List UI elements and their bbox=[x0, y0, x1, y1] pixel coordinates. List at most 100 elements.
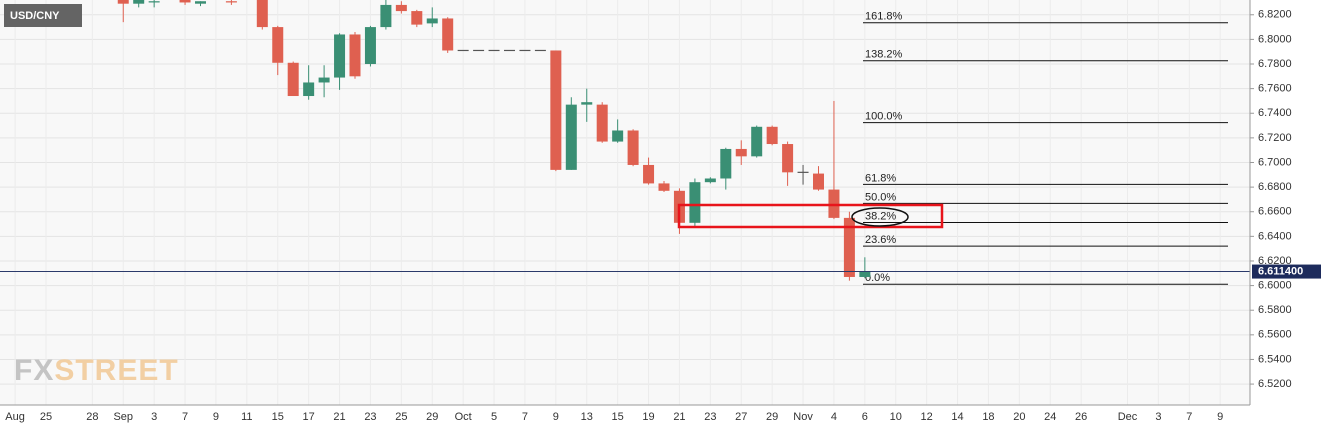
fib-label: 138.2% bbox=[865, 49, 903, 61]
candle-body bbox=[565, 104, 577, 170]
x-tick-label: 10 bbox=[890, 411, 902, 423]
candle-body bbox=[782, 144, 794, 173]
candle-body bbox=[133, 0, 145, 4]
watermark-fx: FX bbox=[14, 354, 54, 387]
x-tick-label: 25 bbox=[40, 411, 52, 423]
x-tick-label: 20 bbox=[1013, 411, 1025, 423]
x-tick-label: 23 bbox=[364, 411, 376, 423]
x-tick-label: 17 bbox=[303, 411, 315, 423]
candle-body bbox=[658, 183, 670, 191]
x-tick-label: 9 bbox=[553, 411, 559, 423]
x-tick-label: 15 bbox=[612, 411, 624, 423]
candle-body bbox=[828, 189, 840, 218]
candle-body bbox=[303, 82, 315, 97]
candle-body bbox=[380, 4, 392, 28]
fib-label: 23.6% bbox=[865, 234, 896, 246]
fib-levels: 161.8% 138.2% 100.0% 61.8% 50.0% 38.2% 23.6% 0.… bbox=[863, 11, 1228, 285]
candle-body bbox=[287, 62, 299, 97]
x-tick-label: 9 bbox=[213, 411, 219, 423]
x-tick-label: 14 bbox=[951, 411, 963, 423]
watermark-street: STREET bbox=[54, 354, 178, 387]
y-tick-label: 6.7400 bbox=[1258, 107, 1292, 119]
title-box bbox=[4, 4, 82, 27]
candle-body bbox=[411, 11, 423, 25]
fib-label: 0.0% bbox=[865, 272, 890, 284]
x-tick-label: 11 bbox=[241, 411, 252, 423]
x-tick-label: 9 bbox=[1217, 411, 1223, 423]
x-tick-label: 25 bbox=[395, 411, 407, 423]
candle-body bbox=[148, 1, 160, 3]
x-tick-label: 29 bbox=[426, 411, 438, 423]
y-tick-label: 6.7000 bbox=[1258, 156, 1292, 168]
candle-body bbox=[256, 0, 268, 28]
fib-label: 38.2% bbox=[865, 210, 896, 222]
x-tick-label: 5 bbox=[491, 411, 497, 423]
x-tick-label: 15 bbox=[272, 411, 284, 423]
x-tick-label: 4 bbox=[831, 411, 837, 423]
fib-label: 161.8% bbox=[865, 11, 903, 23]
y-tick-label: 6.5800 bbox=[1258, 304, 1292, 316]
candle-body bbox=[442, 18, 454, 51]
candle-body bbox=[720, 148, 732, 179]
y-tick-label: 6.6200 bbox=[1258, 255, 1292, 267]
candle-body bbox=[179, 0, 191, 3]
candle-body bbox=[349, 34, 361, 77]
y-tick-label: 6.6600 bbox=[1258, 206, 1292, 218]
candle-body bbox=[704, 178, 716, 183]
candle-body bbox=[813, 173, 824, 190]
x-tick-label: 27 bbox=[735, 411, 747, 423]
last-price-label: 6.611400 bbox=[1258, 265, 1303, 277]
x-tick-label: 13 bbox=[581, 411, 593, 423]
x-tick-label: 12 bbox=[921, 411, 933, 423]
x-tick-label: 3 bbox=[151, 411, 157, 423]
y-tick-label: 6.6800 bbox=[1258, 181, 1292, 193]
y-tick-label: 6.5200 bbox=[1258, 378, 1292, 390]
x-tick-label: 7 bbox=[182, 411, 188, 423]
x-tick-label: Aug bbox=[5, 411, 25, 423]
x-tick-label: 29 bbox=[766, 411, 778, 423]
y-tick-label: 6.8000 bbox=[1258, 33, 1292, 45]
y-tick-label: 6.5600 bbox=[1258, 329, 1292, 341]
x-tick-label: Oct bbox=[455, 411, 472, 423]
x-tick-label: 28 bbox=[86, 411, 98, 423]
candle-body bbox=[612, 130, 624, 142]
last-price-box bbox=[1252, 264, 1321, 279]
candle-body bbox=[225, 1, 237, 3]
candle-body bbox=[766, 126, 778, 145]
y-tick-label: 6.7800 bbox=[1258, 58, 1292, 70]
x-tick-label: 6 bbox=[862, 411, 868, 423]
x-tick-label: 18 bbox=[982, 411, 994, 423]
x-tick-label: 7 bbox=[1186, 411, 1192, 423]
x-tick-label: 7 bbox=[522, 411, 528, 423]
x-tick-label: 19 bbox=[642, 411, 654, 423]
candle-body bbox=[689, 182, 701, 223]
x-tick-label: Dec bbox=[1118, 411, 1138, 423]
candle-body bbox=[643, 164, 655, 184]
candle-body bbox=[627, 130, 639, 165]
x-tick-label: 21 bbox=[333, 411, 345, 423]
y-tick-label: 6.6400 bbox=[1258, 230, 1292, 242]
fib-label: 100.0% bbox=[865, 111, 903, 123]
candle-body bbox=[550, 50, 562, 170]
x-tick-label: 24 bbox=[1044, 411, 1056, 423]
watermark: FXSTREET bbox=[14, 354, 179, 387]
candle-body bbox=[364, 27, 376, 65]
candle-body bbox=[596, 104, 608, 142]
candle-body bbox=[195, 1, 206, 4]
highlight-zone bbox=[677, 203, 944, 229]
y-tick-label: 6.7200 bbox=[1258, 132, 1292, 144]
candle-body bbox=[272, 27, 284, 63]
y-tick-label: 6.7600 bbox=[1258, 83, 1292, 95]
candle-body bbox=[426, 18, 438, 24]
x-tick-label: 23 bbox=[704, 411, 716, 423]
candle-body bbox=[334, 34, 346, 78]
candle-body bbox=[843, 217, 855, 277]
x-tick-label: 26 bbox=[1075, 411, 1087, 423]
candle-body bbox=[751, 126, 763, 157]
x-tick-label: 3 bbox=[1155, 411, 1161, 423]
plot-area bbox=[0, 0, 1250, 405]
y-tick-label: 6.6000 bbox=[1258, 279, 1292, 291]
candle-body bbox=[581, 102, 593, 105]
highlight-ellipse bbox=[851, 207, 909, 227]
candle-body bbox=[318, 77, 330, 83]
